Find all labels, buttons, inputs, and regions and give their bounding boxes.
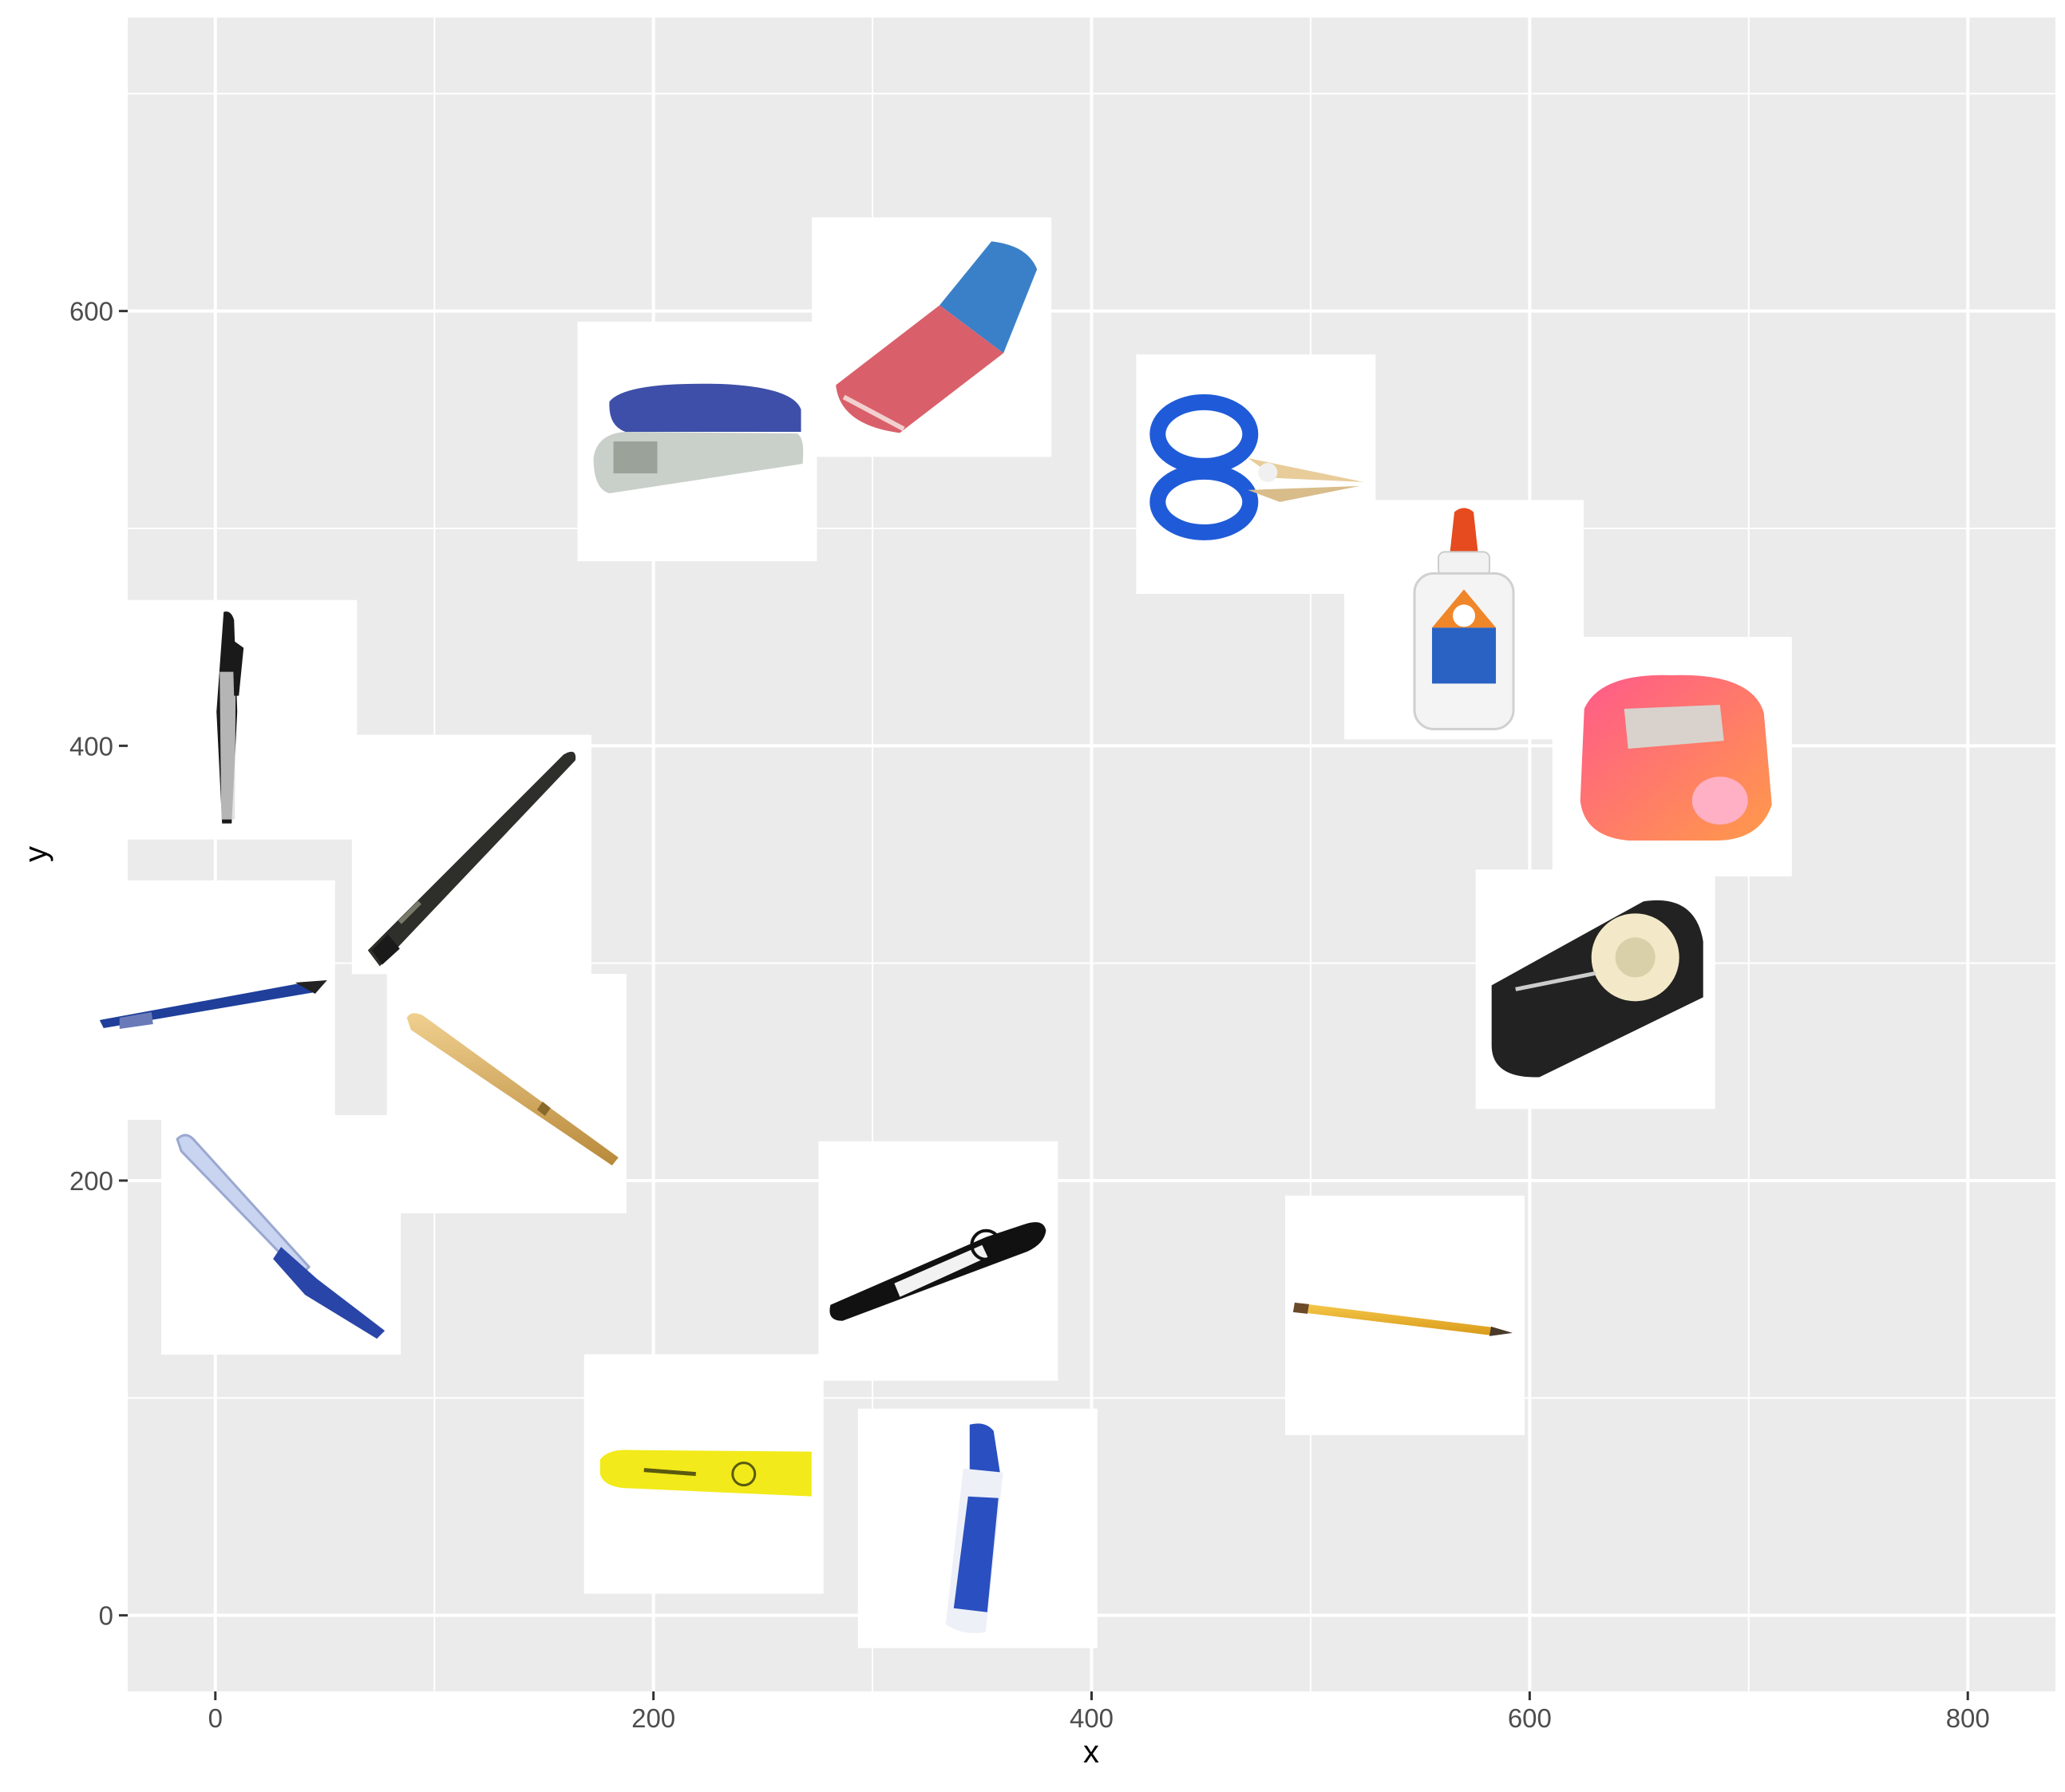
glue-bottle-icon: [1413, 508, 1515, 730]
x-tick-label: 400: [1070, 1703, 1114, 1733]
point-tile: [1136, 354, 1376, 594]
x-tick-label: 600: [1508, 1703, 1552, 1733]
marker-icon: [829, 1222, 1046, 1321]
stapler-icon: [593, 383, 804, 494]
x-tick-label: 200: [631, 1703, 675, 1733]
scissors-icon: [1149, 394, 1364, 540]
point-tile: [95, 880, 335, 1120]
pencil-sharpener-icon: [1580, 674, 1772, 841]
point-tile: [1475, 869, 1715, 1110]
y-tick-label: 0: [99, 1601, 113, 1631]
x-tick-label: 800: [1946, 1703, 1990, 1733]
y-axis-title: y: [18, 846, 53, 862]
point-tiles: [95, 217, 1792, 1648]
x-axis-title: x: [1083, 1735, 1099, 1770]
y-tick-label: 600: [69, 297, 113, 326]
point-tile: [351, 734, 591, 975]
tape-dispenser-icon: [1491, 900, 1703, 1078]
point-tile: [161, 1115, 402, 1355]
dry-erase-marker-icon: [945, 1423, 1003, 1633]
point-tile: [1344, 500, 1584, 740]
point-tile: [857, 1408, 1098, 1648]
x-tick-labels: 0 200 400 600 800: [208, 1703, 1990, 1733]
blue-pen-icon: [99, 979, 327, 1029]
point-tile: [1552, 636, 1792, 876]
tile-background: [117, 599, 358, 840]
pencil-icon: [1292, 1302, 1513, 1336]
eraser-icon: [836, 241, 1038, 433]
tile-background: [1284, 1195, 1525, 1435]
point-tile: [386, 974, 627, 1214]
ballpoint-pen-icon: [176, 1133, 386, 1339]
point-tile: [818, 1141, 1058, 1381]
y-tick-label: 400: [69, 731, 113, 761]
point-tile: [577, 322, 817, 562]
y-tick-label: 200: [69, 1166, 113, 1196]
dark-pen-icon: [367, 751, 576, 967]
gold-pen-icon: [406, 1013, 619, 1166]
point-tile: [1284, 1195, 1525, 1435]
axis-ticks: [119, 310, 1969, 1700]
point-tile: [117, 599, 358, 840]
y-tick-labels: 0 200 400 600: [69, 297, 113, 1631]
black-pen-icon: [216, 611, 244, 824]
point-tile: [812, 217, 1052, 457]
highlighter-icon: [599, 1450, 812, 1497]
point-tile: [584, 1354, 824, 1594]
x-tick-label: 0: [208, 1703, 223, 1733]
